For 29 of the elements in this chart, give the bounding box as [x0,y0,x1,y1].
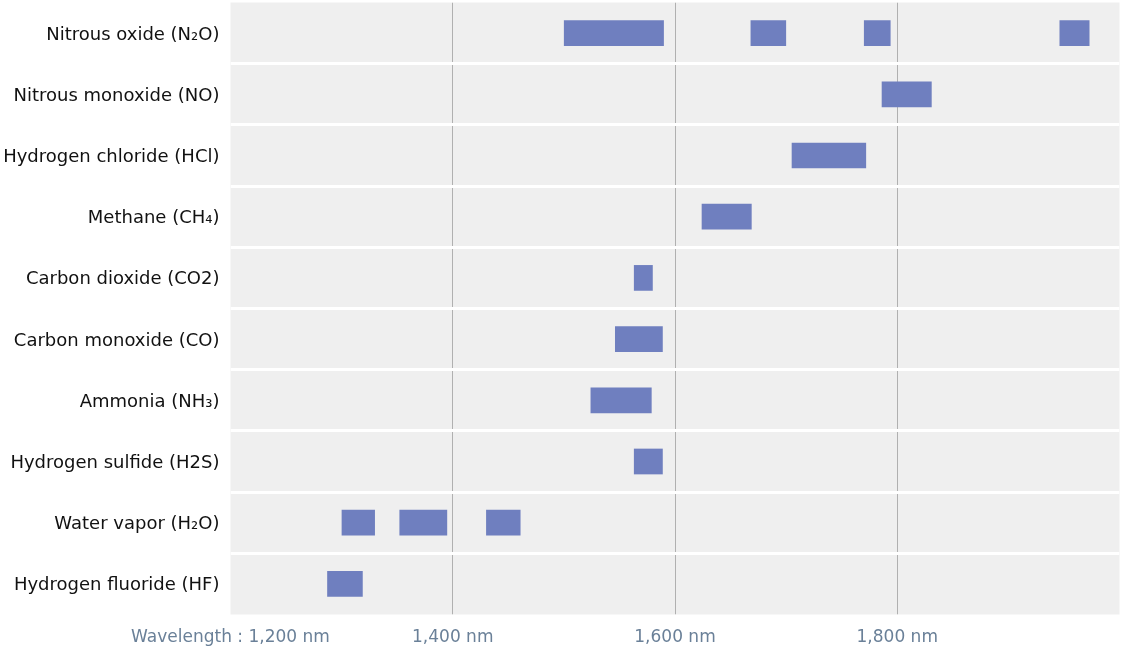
y-tick-label: Carbon dioxide (CO2) [25,267,220,289]
y-tick-label: Ammonia (NH₃) [79,389,220,411]
bar [563,20,664,46]
y-tick-label: Hydrogen sulfide (H2S) [10,451,220,472]
bar [486,509,521,536]
bar [750,20,787,46]
y-tick-label: Water vapor (H₂O) [54,512,220,534]
y-tick-label: Nitrous monoxide (NO) [13,83,220,105]
y-tick-label: Methane (CH₄) [87,206,220,228]
bar [341,509,375,536]
bar [1059,20,1090,46]
bar [881,81,932,108]
bar [614,326,663,352]
y-tick-label: Hydrogen chloride (HCl) [3,145,220,166]
bar [590,387,652,414]
y-tick-label: Carbon monoxide (CO) [13,328,220,350]
x-tick-label: 1,400 nm [412,625,494,646]
bar [863,20,891,46]
bar [633,265,653,291]
x-tick-label: 1,800 nm [856,625,938,646]
bar [327,571,363,597]
y-tick-label: Hydrogen fluoride (HF) [13,573,220,595]
bar [791,142,867,169]
x-tick-label: 1,600 nm [634,625,716,646]
bar [399,509,448,536]
bar [701,203,752,230]
bar [633,448,663,475]
x-tick-label: Wavelength : 1,200 nm [131,625,330,646]
y-tick-label: Nitrous oxide (N₂O) [46,22,220,44]
